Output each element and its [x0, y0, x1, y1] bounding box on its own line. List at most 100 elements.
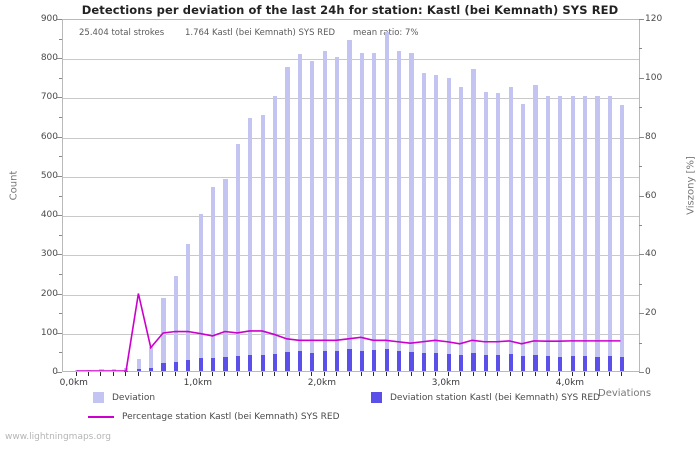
bar-group[interactable]	[570, 18, 575, 371]
x-axis-tick	[385, 372, 387, 376]
x-axis-tick	[373, 372, 375, 376]
x-axis-tick	[559, 372, 561, 376]
bar-deviation-station	[446, 353, 451, 371]
bar-group[interactable]	[359, 18, 364, 371]
y-axis-right-title: Viszony [%]	[685, 156, 697, 215]
x-axis-tick	[571, 372, 573, 376]
bar-deviation-station	[570, 356, 575, 371]
y-axis-right-tick	[639, 107, 642, 109]
bar-group[interactable]	[297, 18, 302, 371]
bar-group[interactable]	[409, 18, 414, 371]
bar-group[interactable]	[335, 18, 340, 371]
bar-deviation	[583, 96, 588, 371]
bar-group[interactable]	[421, 18, 427, 371]
bar-group[interactable]	[148, 18, 154, 371]
bar-deviation-station	[173, 361, 178, 371]
bar-deviation-station	[322, 350, 327, 371]
x-axis-tick	[534, 372, 536, 376]
bar-deviation	[533, 84, 538, 371]
bar-group[interactable]	[136, 18, 141, 371]
bar-group[interactable]	[459, 18, 464, 371]
bar-group[interactable]	[558, 18, 563, 371]
bar-group[interactable]	[161, 18, 166, 371]
bar-deviation	[595, 96, 600, 371]
x-axis-tick	[162, 372, 164, 376]
legend-swatch-percentage-station	[88, 416, 114, 418]
x-axis-tick	[212, 372, 214, 376]
bar-group[interactable]	[248, 18, 253, 371]
bar-group[interactable]	[521, 18, 526, 371]
x-axis-tick	[447, 372, 449, 376]
bar-group[interactable]	[111, 18, 116, 371]
bar-deviation	[285, 67, 290, 371]
bar-group[interactable]	[198, 18, 203, 371]
bar-deviation	[248, 118, 253, 371]
bar-group[interactable]	[223, 18, 228, 371]
bar-deviation-station	[148, 367, 154, 371]
bar-deviation-station	[359, 350, 364, 371]
legend-item-percentage-station[interactable]: Percentage station Kastl (bei Kemnath) S…	[88, 412, 340, 422]
bar-group[interactable]	[285, 18, 290, 371]
bar-group[interactable]	[483, 18, 489, 371]
y-axis-left-tick-label: 0	[52, 367, 58, 377]
bar-deviation	[310, 61, 315, 371]
bar-deviation	[397, 51, 402, 371]
y-axis-left-tick	[59, 313, 62, 315]
bar-group[interactable]	[397, 18, 402, 371]
x-axis-tick	[546, 372, 548, 376]
y-axis-left: 0 100 200 300 400 500 600 700 800 900	[8, 0, 58, 450]
bar-deviation	[496, 92, 501, 371]
bar-group[interactable]	[235, 18, 240, 371]
x-axis-ticks	[62, 372, 640, 378]
bar-group[interactable]	[508, 18, 513, 371]
bar-group[interactable]	[347, 18, 352, 371]
bar-deviation-station	[198, 358, 203, 371]
percentage-line	[77, 293, 621, 371]
legend-label-percentage-station: Percentage station Kastl (bei Kemnath) S…	[122, 412, 340, 422]
bar-group[interactable]	[272, 18, 278, 371]
bar-group[interactable]	[260, 18, 265, 371]
bar-deviation-station	[595, 356, 600, 371]
bar-deviation-station	[533, 354, 538, 371]
x-axis-tick	[286, 372, 288, 376]
bar-group[interactable]	[471, 18, 476, 371]
bar-deviation	[483, 91, 489, 371]
x-axis-tick	[125, 372, 127, 376]
bar-deviation	[198, 214, 203, 371]
bar-group[interactable]	[446, 18, 451, 371]
bar-group[interactable]	[607, 18, 613, 371]
bar-group[interactable]	[384, 18, 389, 371]
bar-group[interactable]	[595, 18, 600, 371]
percentage-line-layer	[63, 20, 639, 371]
bar-group[interactable]	[186, 18, 191, 371]
bar-deviation-station	[421, 352, 427, 371]
bar-deviation	[421, 72, 427, 371]
y-axis-left-tick	[57, 175, 62, 177]
bar-group[interactable]	[434, 18, 439, 371]
bar-deviation	[607, 96, 613, 371]
bar-deviation-station	[223, 356, 228, 371]
bar-group[interactable]	[533, 18, 538, 371]
bar-group[interactable]	[173, 18, 178, 371]
bar-group[interactable]	[322, 18, 327, 371]
bar-group[interactable]	[372, 18, 377, 371]
legend-item-deviation-station[interactable]: Deviation station Kastl (bei Kemnath) SY…	[371, 392, 600, 403]
bar-group[interactable]	[545, 18, 551, 371]
bar-deviation	[372, 52, 377, 371]
y-axis-left-tick	[59, 195, 62, 197]
x-axis-tick	[174, 372, 176, 376]
x-axis-tick	[522, 372, 524, 376]
bar-group[interactable]	[583, 18, 588, 371]
x-axis-tick	[509, 372, 511, 376]
x-axis-tick	[584, 372, 586, 376]
x-axis-tick	[261, 372, 263, 376]
bar-deviation	[521, 104, 526, 371]
bar-deviation-station	[272, 353, 278, 371]
bar-group[interactable]	[496, 18, 501, 371]
bar-deviation-station	[310, 352, 315, 371]
bar-group[interactable]	[310, 18, 315, 371]
bar-group[interactable]	[210, 18, 216, 371]
bar-group[interactable]	[620, 18, 625, 371]
y-axis-left-tick-label: 900	[40, 14, 58, 24]
legend-item-deviation[interactable]: Deviation	[93, 392, 155, 403]
